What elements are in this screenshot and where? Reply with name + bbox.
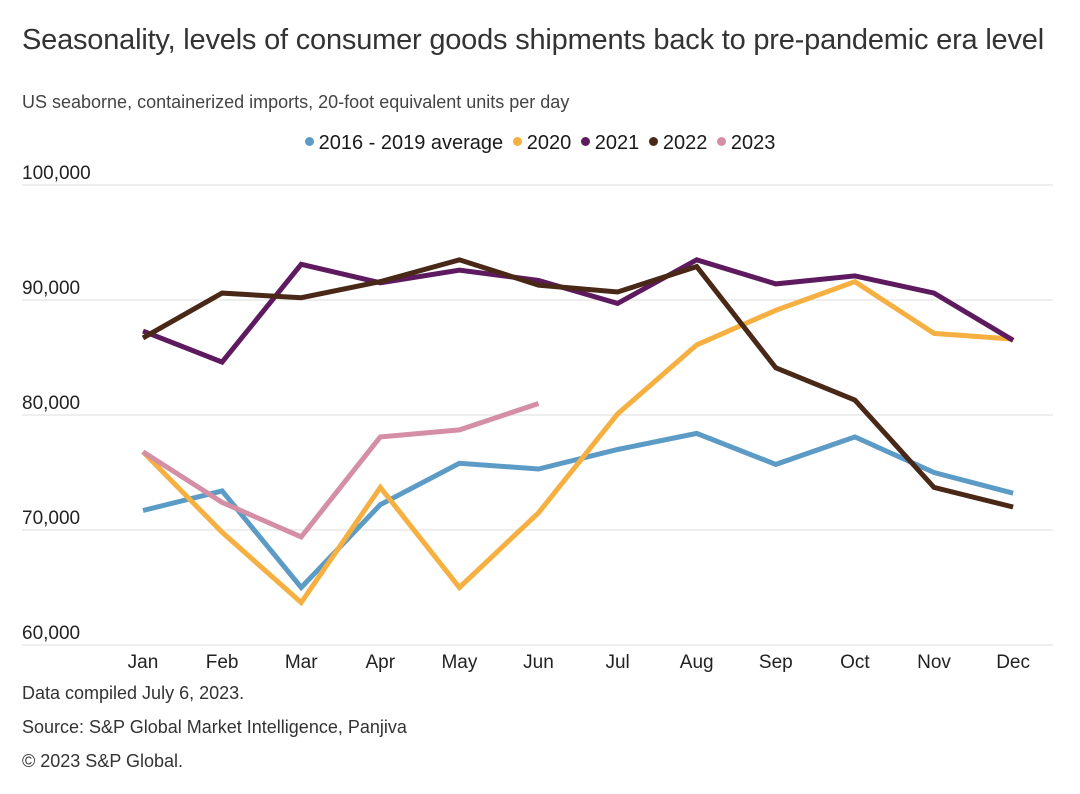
legend-marker-icon xyxy=(716,137,726,147)
x-tick-label: Jan xyxy=(128,652,159,673)
legend-label: 2021 xyxy=(594,132,640,154)
legend-marker-icon xyxy=(648,137,658,147)
x-tick-label: Dec xyxy=(996,652,1030,673)
legend-item: 2021 xyxy=(580,132,640,155)
copyright-note: © 2023 S&P Global. xyxy=(22,751,184,771)
legend-label: 2022 xyxy=(662,132,708,154)
y-tick-label: 70,000 xyxy=(22,508,80,529)
source-note: Source: S&P Global Market Intelligence, … xyxy=(22,717,407,737)
legend-item: 2023 xyxy=(716,132,776,155)
y-tick-label: 100,000 xyxy=(22,163,91,184)
x-tick-label: Apr xyxy=(366,652,396,673)
legend-label: 2016 - 2019 average xyxy=(318,132,504,154)
x-tick-label: Feb xyxy=(206,652,239,673)
series-line xyxy=(141,257,1014,510)
y-tick-label: 90,000 xyxy=(22,278,80,299)
legend-marker-icon xyxy=(512,137,522,147)
x-tick-label: Jul xyxy=(605,652,629,673)
x-tick-label: May xyxy=(441,652,477,673)
legend-item: 2020 xyxy=(512,132,572,155)
x-tick-label: Sep xyxy=(759,652,793,673)
legend-marker-icon xyxy=(304,137,314,147)
legend-item: 2022 xyxy=(648,132,708,155)
x-tick-label: Aug xyxy=(680,652,714,673)
x-tick-label: Jun xyxy=(523,652,554,673)
y-tick-label: 60,000 xyxy=(22,623,80,644)
chart-title: Seasonality, levels of consumer goods sh… xyxy=(22,24,1044,56)
chart-subtitle: US seaborne, containerized imports, 20-f… xyxy=(22,92,570,112)
series-line xyxy=(141,401,540,540)
series-line xyxy=(142,257,1015,366)
legend-item: 2016 - 2019 average xyxy=(304,132,504,155)
legend: 2016 - 2019 average 2020 2021 2022 2023 xyxy=(0,132,1080,155)
legend-label: 2020 xyxy=(526,132,572,154)
y-tick-label: 80,000 xyxy=(22,393,80,414)
series-line xyxy=(142,430,1014,592)
legend-label: 2023 xyxy=(730,132,776,154)
data-compiled-note: Data compiled July 6, 2023. xyxy=(22,683,245,703)
x-tick-label: Oct xyxy=(840,652,870,673)
legend-marker-icon xyxy=(580,137,590,147)
series-line xyxy=(141,278,1014,607)
x-tick-label: Mar xyxy=(285,652,318,673)
x-tick-label: Nov xyxy=(917,652,951,673)
